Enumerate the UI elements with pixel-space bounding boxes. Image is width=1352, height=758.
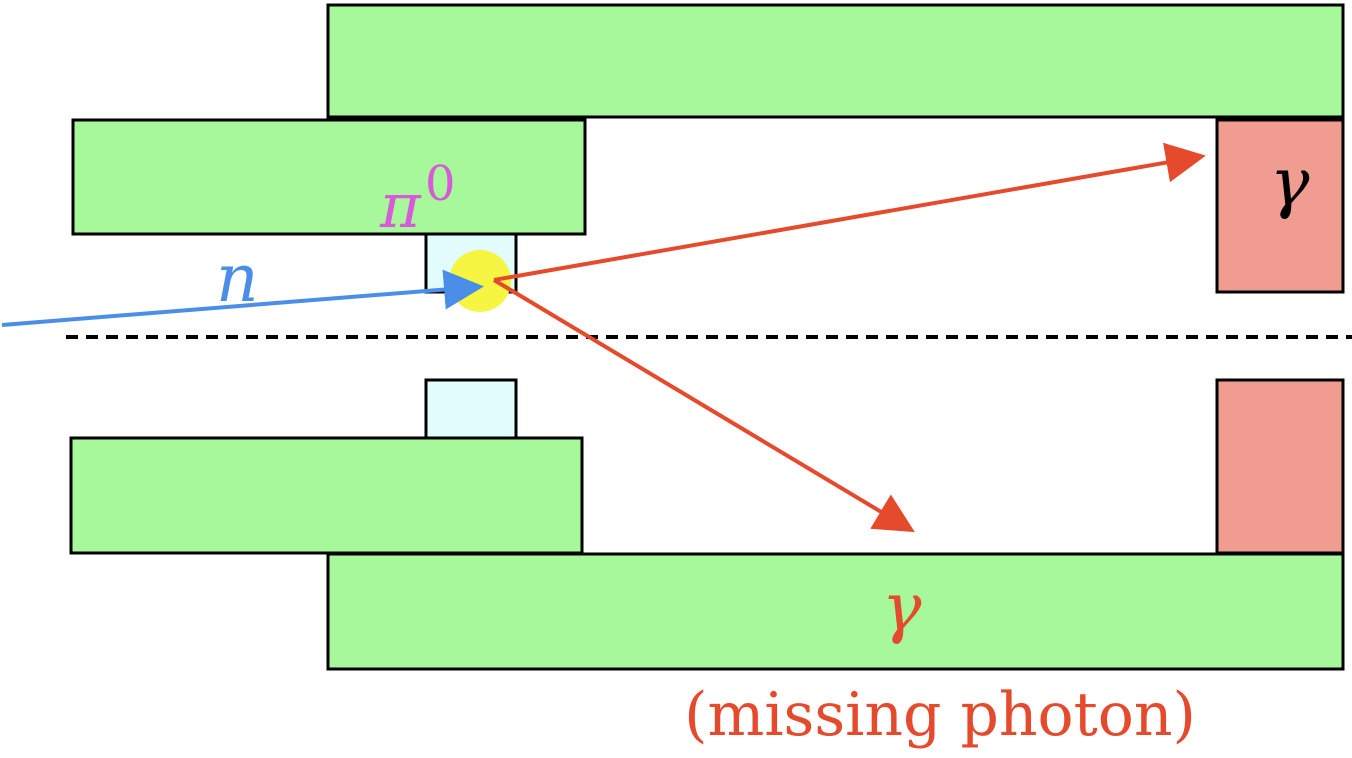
missing-photon-track-arrow [492, 278, 915, 533]
lower-target-segment [424, 378, 518, 440]
lower-calorimeter [1215, 378, 1345, 555]
neutron-track-arrow [1, 269, 484, 327]
lower-outer-detector [326, 552, 1345, 671]
upper-inner-detector [71, 118, 587, 236]
detected-photon-track-arrow [493, 142, 1206, 282]
neutron-label: n [216, 240, 259, 317]
upper-outer-detector [326, 3, 1345, 119]
lower-inner-detector [69, 436, 584, 555]
missing-photon-caption: (missing photon) [684, 680, 1196, 750]
upper-calorimeter [1215, 118, 1345, 294]
interaction-vertex [449, 250, 511, 312]
detected-photon-label: γ [1270, 144, 1310, 221]
pion-label: π [379, 169, 422, 242]
missing-photon-label: γ [882, 569, 922, 646]
pion-superscript-label: 0 [425, 156, 456, 212]
